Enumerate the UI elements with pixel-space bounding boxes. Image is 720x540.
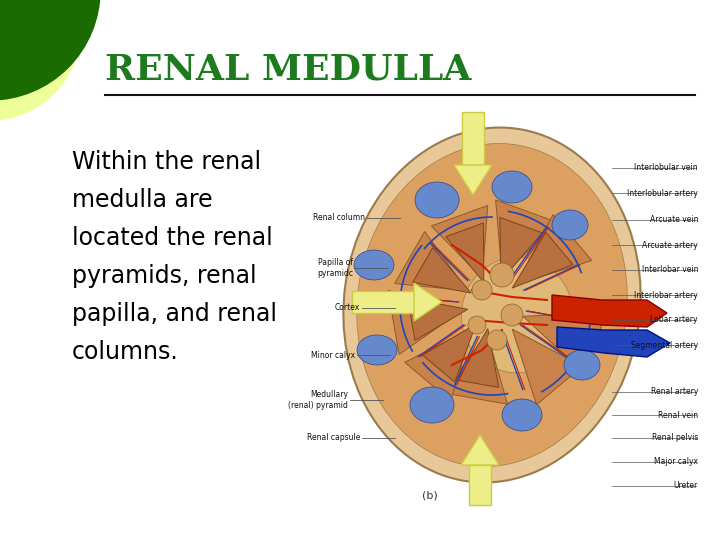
Text: Major calyx: Major calyx xyxy=(654,457,698,467)
Polygon shape xyxy=(444,333,508,404)
Polygon shape xyxy=(495,200,557,277)
Text: Arcuate artery: Arcuate artery xyxy=(642,240,698,249)
Text: Within the renal: Within the renal xyxy=(72,150,261,174)
Text: columns.: columns. xyxy=(72,340,179,364)
Polygon shape xyxy=(431,205,487,278)
Polygon shape xyxy=(413,248,471,293)
Text: Interlobular artery: Interlobular artery xyxy=(627,188,698,198)
Text: papilla, and renal: papilla, and renal xyxy=(72,302,277,326)
FancyBboxPatch shape xyxy=(469,465,491,505)
Text: (b): (b) xyxy=(422,490,438,500)
Ellipse shape xyxy=(502,399,542,431)
Text: Renal pelvis: Renal pelvis xyxy=(652,434,698,442)
Text: Renal artery: Renal artery xyxy=(651,388,698,396)
FancyBboxPatch shape xyxy=(462,112,484,165)
Polygon shape xyxy=(446,223,484,282)
Text: Renal capsule: Renal capsule xyxy=(307,434,360,442)
Text: Arcuate vein: Arcuate vein xyxy=(649,215,698,225)
Polygon shape xyxy=(414,283,442,321)
Text: Interlobar vein: Interlobar vein xyxy=(642,266,698,274)
Circle shape xyxy=(490,263,514,287)
Polygon shape xyxy=(516,214,592,285)
Text: Ureter: Ureter xyxy=(674,482,698,490)
Circle shape xyxy=(472,280,492,300)
Circle shape xyxy=(487,330,507,350)
Circle shape xyxy=(0,0,80,120)
Ellipse shape xyxy=(357,335,397,365)
Polygon shape xyxy=(457,329,499,387)
Polygon shape xyxy=(557,327,670,357)
Polygon shape xyxy=(454,165,492,195)
Polygon shape xyxy=(512,232,573,288)
Text: Medullary
(renal) pyramid: Medullary (renal) pyramid xyxy=(288,390,348,410)
Text: Lobar artery: Lobar artery xyxy=(650,315,698,325)
Text: Interlobular vein: Interlobular vein xyxy=(634,164,698,172)
Ellipse shape xyxy=(356,144,627,467)
Circle shape xyxy=(468,316,486,334)
Text: RENAL MEDULLA: RENAL MEDULLA xyxy=(105,52,472,86)
Ellipse shape xyxy=(354,250,394,280)
Text: located the renal: located the renal xyxy=(72,226,273,250)
Polygon shape xyxy=(500,218,542,281)
Circle shape xyxy=(0,0,100,100)
Ellipse shape xyxy=(462,257,572,373)
Text: medulla are: medulla are xyxy=(72,188,212,212)
Polygon shape xyxy=(388,291,462,354)
Text: Minor calyx: Minor calyx xyxy=(311,350,355,360)
Ellipse shape xyxy=(415,182,459,218)
Polygon shape xyxy=(512,329,582,404)
Text: Interlobar artery: Interlobar artery xyxy=(634,291,698,300)
Ellipse shape xyxy=(552,210,588,240)
Text: pyramids, renal: pyramids, renal xyxy=(72,264,256,288)
Text: Renal vein: Renal vein xyxy=(658,410,698,420)
Polygon shape xyxy=(423,324,476,382)
Ellipse shape xyxy=(410,387,454,423)
Polygon shape xyxy=(523,312,606,373)
Text: Segmental artery: Segmental artery xyxy=(631,341,698,349)
Text: Renal column: Renal column xyxy=(313,213,365,222)
Polygon shape xyxy=(405,328,473,401)
Ellipse shape xyxy=(343,127,641,482)
Text: Cortex: Cortex xyxy=(335,303,360,313)
Polygon shape xyxy=(461,435,499,465)
Circle shape xyxy=(501,304,523,326)
Polygon shape xyxy=(408,298,468,340)
Polygon shape xyxy=(395,232,467,291)
Text: Papilla of
pyramidc: Papilla of pyramidc xyxy=(317,258,353,278)
Circle shape xyxy=(0,0,70,95)
Ellipse shape xyxy=(564,350,600,380)
Polygon shape xyxy=(552,295,667,327)
Ellipse shape xyxy=(492,171,532,203)
FancyBboxPatch shape xyxy=(352,291,414,313)
